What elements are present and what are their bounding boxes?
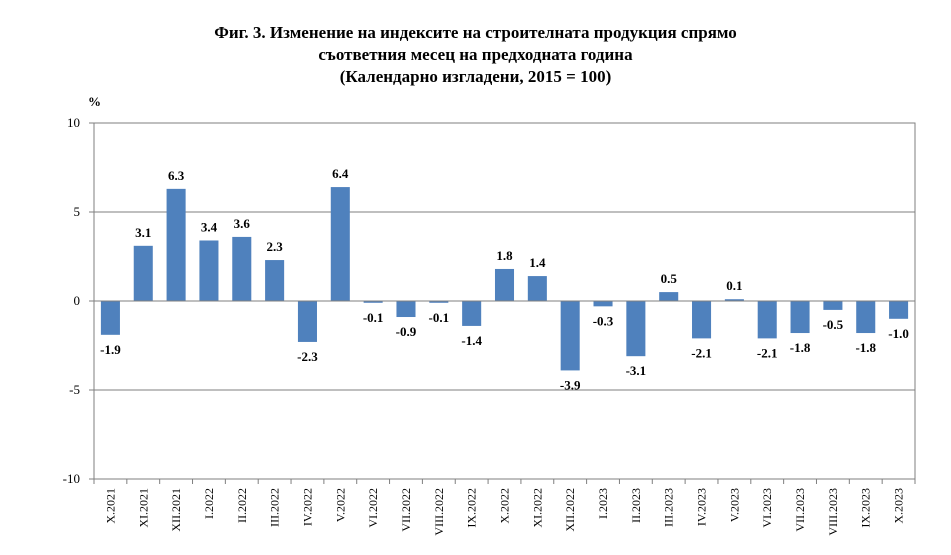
x-category-label: VI.2022 — [366, 488, 380, 528]
x-category-label: VII.2022 — [399, 488, 413, 532]
bar[interactable] — [363, 301, 383, 303]
x-category-label: X.2022 — [498, 488, 512, 524]
x-category-label: III.2022 — [268, 488, 282, 527]
chart-title-line-3: (Календарно изгладени, 2015 = 100) — [339, 67, 612, 86]
data-label: -0.5 — [823, 317, 844, 332]
y-axis-unit-label: % — [88, 94, 101, 109]
y-tick-label: 5 — [74, 204, 81, 219]
bar[interactable] — [692, 301, 712, 339]
bar[interactable] — [790, 301, 810, 334]
bar[interactable] — [626, 301, 646, 357]
x-category-label: IV.2022 — [300, 488, 314, 526]
x-category-label: XII.2021 — [169, 488, 183, 532]
chart-title: Фиг. 3. Изменение на индексите на строит… — [0, 22, 951, 88]
bar[interactable] — [199, 240, 219, 301]
data-label: 3.4 — [201, 219, 218, 234]
y-tick-label: 0 — [74, 293, 81, 308]
bar[interactable] — [429, 301, 449, 303]
data-label: -0.1 — [429, 310, 450, 325]
data-label: -2.3 — [297, 349, 318, 364]
data-label: 1.8 — [496, 248, 513, 263]
y-tick-label: 10 — [67, 115, 80, 130]
x-category-label: VIII.2023 — [826, 488, 840, 536]
x-category-label: I.2022 — [202, 488, 216, 519]
data-label: 1.4 — [529, 255, 546, 270]
chart-title-line-1: Фиг. 3. Изменение на индексите на строит… — [214, 23, 737, 42]
x-category-label: VIII.2022 — [432, 488, 446, 536]
data-label: -0.1 — [363, 310, 384, 325]
x-category-label: VI.2023 — [760, 488, 774, 528]
x-category-label: III.2023 — [662, 488, 676, 527]
x-category-label: V.2022 — [333, 488, 347, 522]
data-label: -1.0 — [888, 326, 909, 341]
data-label: 6.4 — [332, 166, 349, 181]
data-label: -1.8 — [790, 340, 811, 355]
x-category-label: IV.2023 — [695, 488, 709, 526]
data-label: -3.1 — [626, 363, 647, 378]
data-label: -1.9 — [100, 342, 121, 357]
data-label: -2.1 — [691, 345, 712, 360]
bar[interactable] — [889, 301, 909, 319]
x-category-label: IX.2022 — [465, 488, 479, 528]
x-category-label: II.2023 — [629, 488, 643, 523]
data-label: -1.4 — [461, 333, 482, 348]
x-category-label: II.2022 — [235, 488, 249, 523]
data-label: 3.1 — [135, 225, 151, 240]
data-label: 2.3 — [266, 239, 283, 254]
data-label: 3.6 — [234, 216, 251, 231]
bar[interactable] — [659, 292, 679, 301]
x-category-label: X.2023 — [892, 488, 906, 524]
x-category-label: X.2021 — [103, 488, 117, 524]
bar[interactable] — [856, 301, 876, 334]
data-label: 6.3 — [168, 168, 185, 183]
data-label: 0.5 — [661, 271, 678, 286]
bar[interactable] — [100, 301, 120, 335]
bar[interactable] — [823, 301, 843, 310]
bar[interactable] — [527, 276, 547, 301]
bar[interactable] — [560, 301, 580, 371]
data-label: -2.1 — [757, 345, 778, 360]
data-label: -0.9 — [396, 324, 417, 339]
chart-title-line-2: съответния месец на предходната година — [318, 45, 633, 64]
x-category-label: XI.2022 — [530, 488, 544, 528]
x-category-label: I.2023 — [596, 488, 610, 519]
bar[interactable] — [166, 188, 186, 301]
bar[interactable] — [494, 268, 515, 301]
bar[interactable] — [757, 301, 777, 339]
x-category-label: XII.2022 — [563, 488, 577, 532]
bar[interactable] — [462, 301, 482, 326]
x-category-label: VII.2023 — [793, 488, 807, 532]
bar[interactable] — [232, 236, 252, 301]
bar[interactable] — [297, 301, 317, 342]
bar[interactable] — [593, 301, 613, 307]
bar[interactable] — [330, 187, 350, 301]
y-tick-label: -10 — [63, 471, 80, 486]
x-category-label: XI.2021 — [136, 488, 150, 528]
y-tick-label: -5 — [69, 382, 80, 397]
bar[interactable] — [133, 245, 153, 301]
bar[interactable] — [265, 260, 285, 301]
data-label: -1.8 — [855, 340, 876, 355]
bar[interactable] — [724, 299, 744, 301]
bar[interactable] — [396, 301, 416, 318]
data-label: -3.9 — [560, 377, 581, 392]
data-label: 0.1 — [726, 278, 742, 293]
x-category-label: V.2023 — [727, 488, 741, 522]
data-label: -0.3 — [593, 313, 614, 328]
x-category-label: IX.2023 — [859, 488, 873, 528]
